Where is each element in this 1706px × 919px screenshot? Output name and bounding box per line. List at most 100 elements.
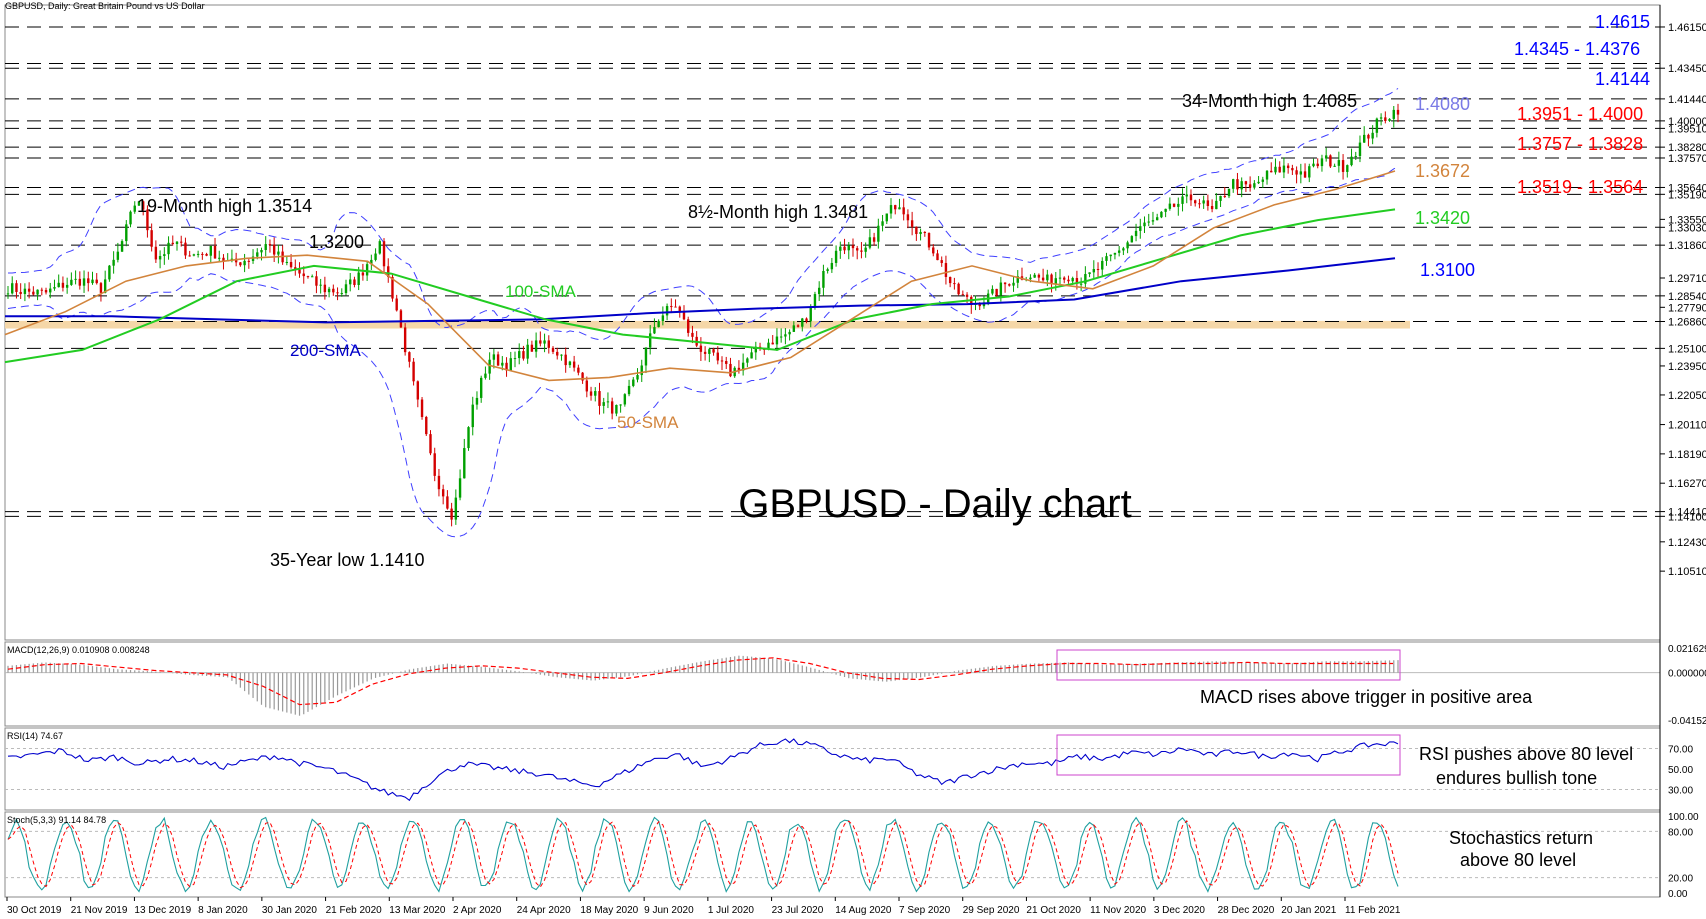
x-tick-label: 20 Jan 2021 xyxy=(1281,905,1336,916)
candle-body xyxy=(1058,277,1062,279)
candle-body xyxy=(518,351,521,359)
candle-body xyxy=(1037,274,1041,278)
candle-body xyxy=(319,284,322,286)
candle-body xyxy=(1354,156,1357,158)
candle-body xyxy=(1084,274,1087,284)
level-label: 1.3672 xyxy=(1415,161,1470,181)
rsi-header: RSI(14) 74.67 xyxy=(7,731,63,741)
price-tick-label: 1.14410 xyxy=(1668,507,1706,519)
x-tick-label: 8 Jan 2020 xyxy=(198,905,248,916)
candle-body xyxy=(1257,181,1260,184)
candle-body xyxy=(391,276,394,299)
stoch-frame xyxy=(4,811,1661,898)
candle-body xyxy=(412,361,415,382)
candle-body xyxy=(450,508,453,520)
candle-body xyxy=(272,244,276,255)
annotation-label: 34-Month high 1.4085 xyxy=(1182,91,1357,111)
candle-body xyxy=(205,253,208,256)
candle-body xyxy=(44,290,48,293)
candle-body xyxy=(53,287,56,289)
candle-body xyxy=(484,373,487,378)
candle-body xyxy=(264,244,267,250)
candle-body xyxy=(513,358,517,360)
level-label: 1.4615 xyxy=(1595,12,1650,32)
candle-body xyxy=(61,282,65,288)
candle-body xyxy=(906,214,910,221)
price-tick-label: 1.10510 xyxy=(1668,566,1706,578)
candle-body xyxy=(936,253,939,261)
candle-body xyxy=(365,264,369,276)
x-tick-label: 18 May 2020 xyxy=(580,905,638,916)
candle-body xyxy=(932,247,935,254)
candle-body xyxy=(1012,282,1015,286)
candle-body xyxy=(729,363,732,377)
candle-body xyxy=(1375,118,1379,133)
candle-body xyxy=(661,315,665,321)
candle-body xyxy=(1396,109,1400,115)
candle-body xyxy=(416,381,420,400)
candle-body xyxy=(302,273,305,277)
candle-body xyxy=(1206,200,1210,206)
candle-body xyxy=(201,253,204,255)
x-tick-label: 28 Dec 2020 xyxy=(1218,905,1275,916)
candle-body xyxy=(310,276,314,278)
x-tick-label: 24 Apr 2020 xyxy=(517,905,571,916)
candle-body xyxy=(1346,165,1349,172)
candle-body xyxy=(378,241,381,254)
price-tick-label: 1.40000 xyxy=(1668,116,1706,128)
x-tick-label: 29 Sep 2020 xyxy=(963,905,1020,916)
rsi-note-line1: RSI pushes above 80 level xyxy=(1419,744,1633,764)
candle-body xyxy=(1299,171,1303,175)
candle-body xyxy=(581,372,584,381)
candle-body xyxy=(606,401,610,403)
candle-body xyxy=(218,257,221,259)
candle-body xyxy=(1177,203,1180,207)
candle-body xyxy=(682,312,686,320)
candle-body xyxy=(87,278,90,284)
price-tick-label: 1.31860 xyxy=(1668,240,1706,252)
candle-body xyxy=(1139,226,1142,231)
candle-body xyxy=(433,453,436,476)
candle-body xyxy=(395,298,398,311)
candle-body xyxy=(894,205,897,210)
candle-body xyxy=(1215,200,1218,210)
candle-body xyxy=(1003,282,1007,285)
macd-tick-label: 0.000000 xyxy=(1668,669,1706,680)
candle-body xyxy=(991,288,994,294)
price-tick-label: 1.27790 xyxy=(1668,302,1706,314)
candle-body xyxy=(213,245,217,259)
candle-body xyxy=(699,345,703,352)
candle-body xyxy=(589,391,593,396)
rsi-tick-label: 70.00 xyxy=(1668,745,1693,756)
candle-body xyxy=(163,254,166,257)
candle-body xyxy=(687,319,690,333)
candle-body xyxy=(349,279,352,285)
price-tick-label: 1.20110 xyxy=(1668,420,1706,432)
sma100-label: 100-SMA xyxy=(505,282,577,301)
candle-body xyxy=(1333,165,1336,167)
candle-body xyxy=(547,340,550,348)
candle-body xyxy=(1172,203,1176,207)
x-tick-label: 1 Jul 2020 xyxy=(708,905,755,916)
candle-body xyxy=(116,251,120,260)
candle-body xyxy=(572,361,576,368)
candle-body xyxy=(1185,194,1188,197)
candle-body xyxy=(1202,200,1205,204)
x-tick-label: 13 Mar 2020 xyxy=(389,905,446,916)
candle-body xyxy=(141,201,145,210)
candle-body xyxy=(370,259,373,265)
candle-body xyxy=(898,207,901,210)
candle-body xyxy=(1358,142,1362,157)
candle-body xyxy=(944,263,948,277)
rsi-tick-label: 50.00 xyxy=(1668,765,1693,776)
candle-body xyxy=(822,270,825,288)
candle-body xyxy=(826,269,829,271)
candle-body xyxy=(910,220,914,227)
candle-body xyxy=(1371,132,1374,139)
annotation-label: 1.3200 xyxy=(309,232,364,252)
candle-body xyxy=(640,365,643,376)
level-label: 1.4345 - 1.4376 xyxy=(1514,39,1640,59)
candle-body xyxy=(501,362,504,366)
price-tick-label: 1.33030 xyxy=(1668,222,1706,234)
candle-body xyxy=(222,257,225,262)
